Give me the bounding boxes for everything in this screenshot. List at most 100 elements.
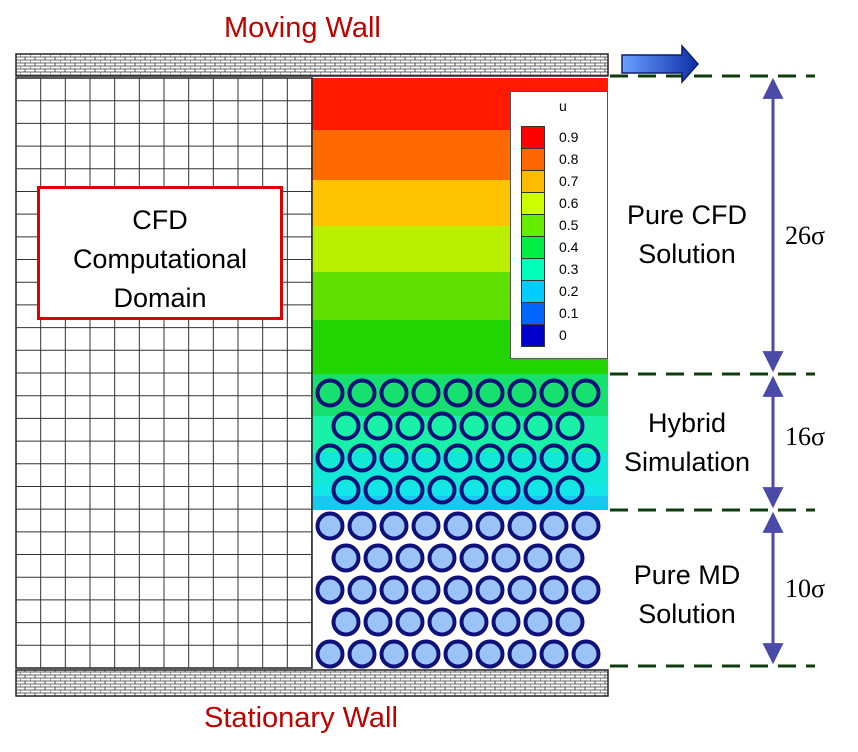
region-label-pure-md: Pure MD Solution	[612, 556, 762, 634]
legend-swatch	[521, 324, 545, 347]
md-molecule	[459, 607, 489, 637]
md-molecule	[491, 607, 521, 637]
md-molecule	[555, 543, 585, 573]
md-molecule	[379, 511, 409, 541]
hybrid-molecule	[523, 411, 553, 441]
md-molecule	[363, 607, 393, 637]
md-molecule	[475, 511, 505, 541]
md-molecule	[395, 607, 425, 637]
md-molecule	[315, 511, 345, 541]
md-molecule	[411, 639, 441, 669]
md-molecule	[507, 639, 537, 669]
md-molecule	[363, 543, 393, 573]
hybrid-molecule	[331, 475, 361, 505]
hybrid-molecule	[347, 378, 377, 408]
md-molecule	[443, 511, 473, 541]
hybrid-molecule	[571, 443, 601, 473]
legend-tick-label: 0.5	[559, 217, 579, 233]
hybrid-molecule	[363, 475, 393, 505]
hybrid-molecule	[411, 378, 441, 408]
legend-swatch	[521, 258, 545, 281]
hybrid-molecule	[491, 475, 521, 505]
md-molecule	[427, 607, 457, 637]
md-molecule	[379, 575, 409, 605]
md-molecule	[571, 639, 601, 669]
cfd-box-line2: Computational	[72, 244, 248, 274]
region-label-hybrid: Hybrid Simulation	[606, 404, 768, 482]
md-molecule	[491, 543, 521, 573]
md-molecule	[315, 639, 345, 669]
wall-motion-arrow-icon	[621, 44, 700, 84]
md-molecule	[539, 575, 569, 605]
hybrid-molecule	[427, 475, 457, 505]
moving-wall	[15, 53, 609, 77]
legend-tick-label: 0.4	[559, 239, 579, 255]
hybrid-molecule	[427, 411, 457, 441]
legend-tick-label: 0.7	[559, 173, 579, 189]
md-molecule	[331, 607, 361, 637]
hybrid-molecule	[443, 443, 473, 473]
hybrid-molecule	[539, 443, 569, 473]
hybrid-molecule	[571, 378, 601, 408]
region-cfd-line1: Pure CFD	[626, 200, 748, 230]
hybrid-molecule	[347, 443, 377, 473]
dim-label-hybrid: 16σ	[785, 422, 826, 451]
legend-tick-label: 0.1	[559, 305, 579, 321]
md-molecule	[443, 639, 473, 669]
dim-label-cfd: 26σ	[785, 221, 826, 250]
md-molecule	[523, 607, 553, 637]
legend-swatch	[521, 170, 545, 193]
cfd-box-line1: CFD	[132, 205, 188, 235]
legend-swatch	[521, 192, 545, 215]
legend-swatch	[521, 236, 545, 259]
legend-swatch	[521, 214, 545, 237]
hybrid-molecule	[459, 475, 489, 505]
md-molecule	[347, 511, 377, 541]
hybrid-molecule	[331, 411, 361, 441]
hybrid-molecule	[411, 443, 441, 473]
hybrid-molecule	[395, 475, 425, 505]
region-boundaries	[610, 74, 815, 668]
hybrid-molecule	[555, 475, 585, 505]
hybrid-molecule	[555, 411, 585, 441]
cfd-grid	[15, 77, 313, 669]
legend-title: u	[559, 98, 567, 114]
cfd-box-line3: Domain	[113, 283, 207, 313]
hybrid-molecule	[315, 378, 345, 408]
hybrid-molecule	[475, 378, 505, 408]
moving-wall-label: Moving Wall	[224, 12, 381, 44]
md-molecule	[571, 511, 601, 541]
md-molecule	[539, 511, 569, 541]
md-molecule	[507, 511, 537, 541]
hybrid-molecule	[491, 411, 521, 441]
hybrid-molecule	[379, 378, 409, 408]
legend-tick-label: 0.3	[559, 261, 579, 277]
md-molecule	[475, 575, 505, 605]
md-molecule	[459, 543, 489, 573]
md-molecule	[379, 639, 409, 669]
md-molecule	[315, 575, 345, 605]
hybrid-molecule	[379, 443, 409, 473]
color-legend: u 0.9 0.8 0.7 0.6 0.5 0.4 0.3 0.2 0.1 0	[510, 91, 608, 359]
md-molecule	[411, 511, 441, 541]
legend-tick-label: 0.6	[559, 195, 579, 211]
hybrid-molecule	[443, 378, 473, 408]
hybrid-molecule	[507, 378, 537, 408]
legend-swatch	[521, 126, 545, 149]
md-molecule	[411, 575, 441, 605]
md-molecule	[571, 575, 601, 605]
md-molecule	[347, 575, 377, 605]
region-hybrid-line1: Hybrid	[647, 408, 727, 438]
region-cfd-line2: Solution	[638, 239, 736, 269]
stationary-wall-label: Stationary Wall	[204, 702, 398, 734]
dim-label-md: 10σ	[785, 574, 826, 603]
md-molecule	[331, 543, 361, 573]
legend-swatch	[521, 302, 545, 325]
hybrid-molecule	[475, 443, 505, 473]
md-molecule	[443, 575, 473, 605]
region-md-line1: Pure MD	[633, 560, 741, 590]
region-md-line2: Solution	[638, 599, 736, 629]
md-molecule	[395, 543, 425, 573]
cfd-domain-box: CFD Computational Domain	[37, 186, 283, 320]
